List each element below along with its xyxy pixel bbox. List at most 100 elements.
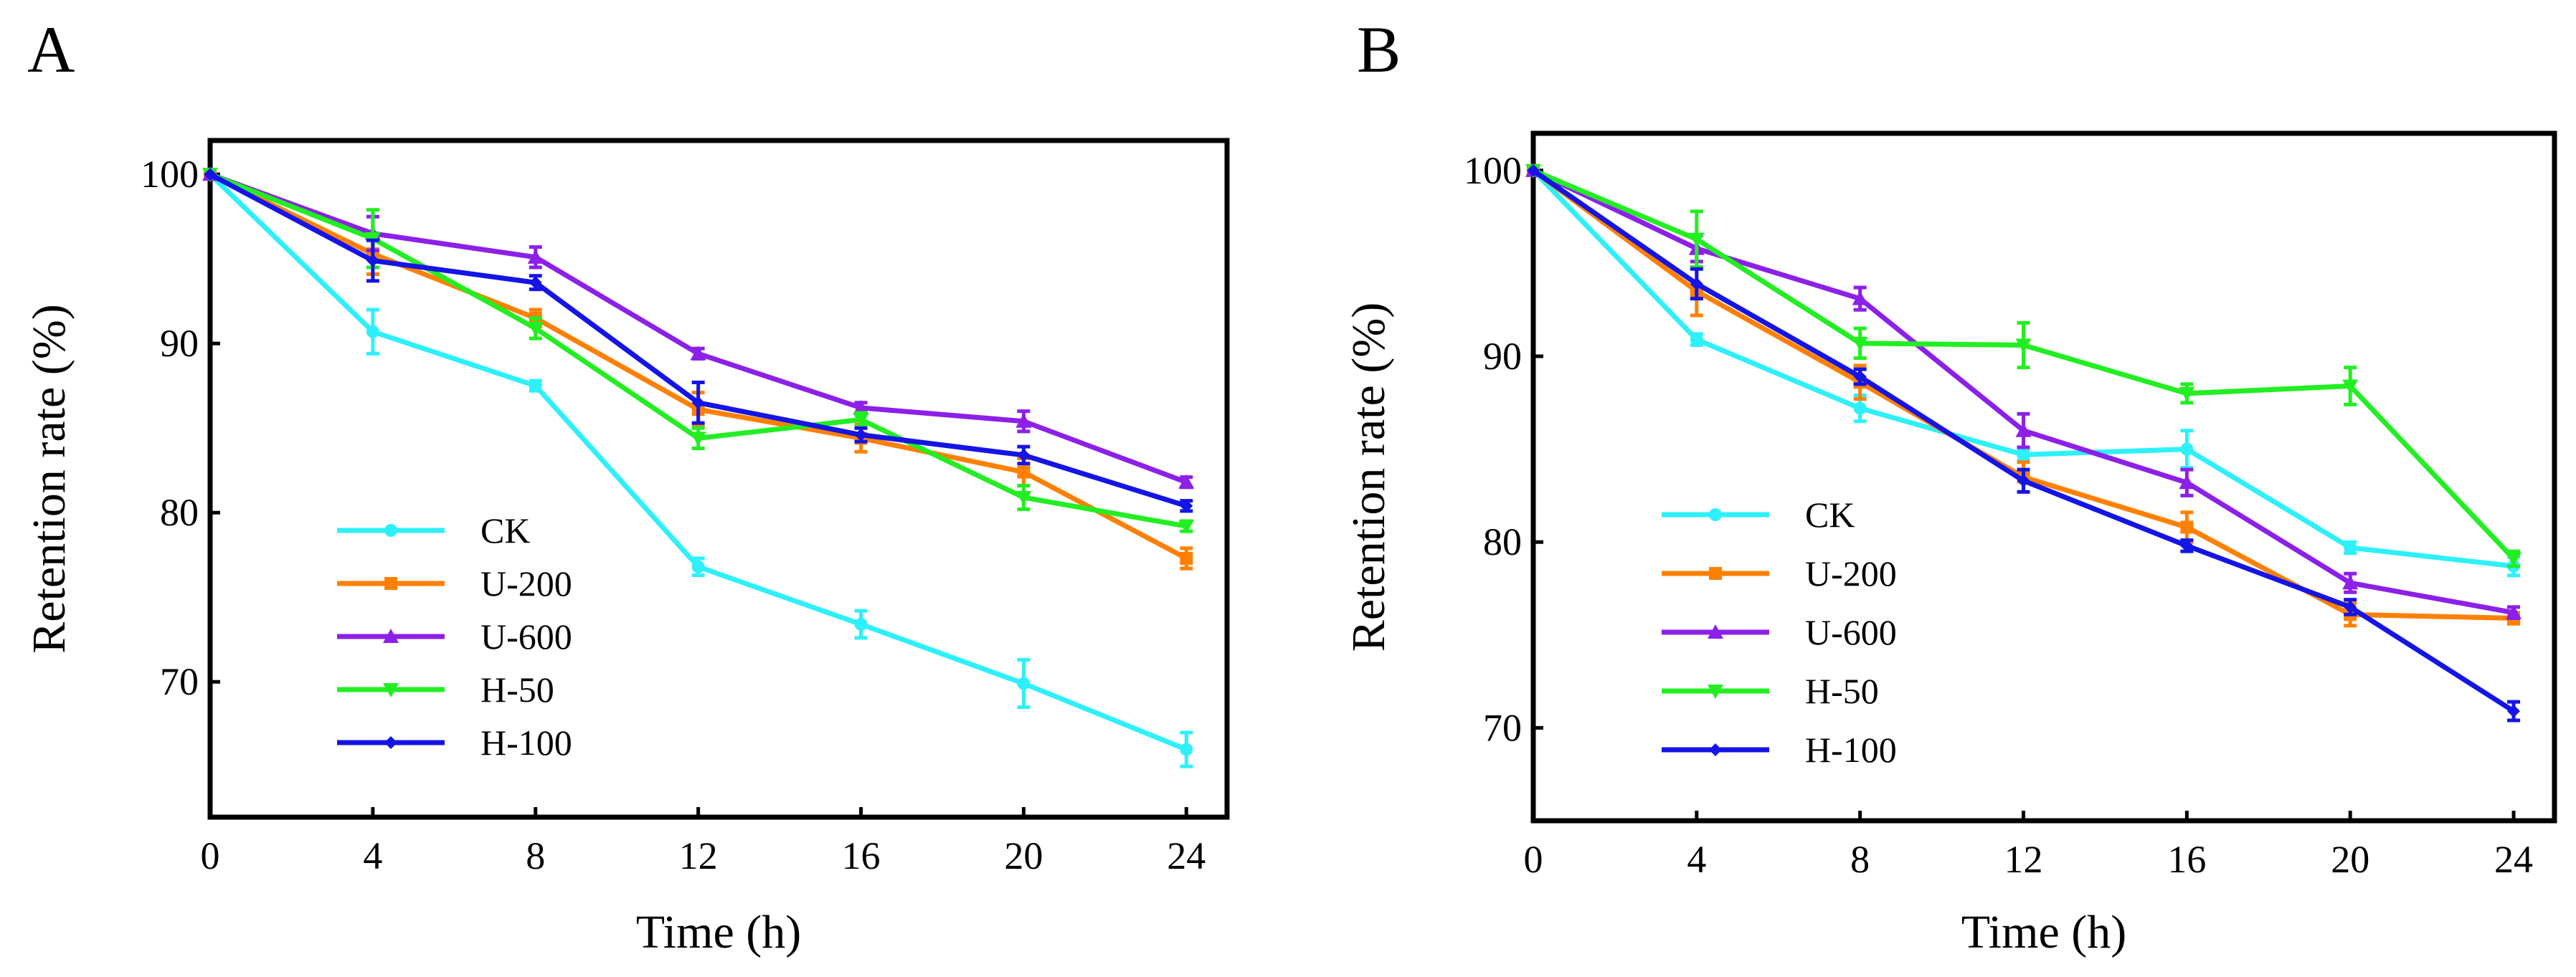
data-point: [366, 325, 379, 338]
data-point: [2180, 539, 2194, 553]
data-point: [690, 432, 706, 447]
x-tick-label: 0: [201, 834, 220, 877]
y-axis-title: Retention rate (%): [23, 304, 75, 653]
legend-marker: [384, 577, 397, 590]
data-point: [2015, 338, 2032, 353]
data-point: [691, 396, 705, 409]
data-point: [1180, 551, 1193, 565]
data-point: [2342, 379, 2359, 394]
series-h-100: [204, 168, 1193, 513]
data-point: [1852, 290, 1868, 305]
data-point: [1527, 163, 1540, 177]
data-point: [2344, 600, 2357, 614]
data-point: [691, 560, 705, 573]
data-point: [527, 249, 544, 264]
x-tick-label: 0: [1524, 838, 1543, 881]
legend-label: CK: [1805, 495, 1855, 535]
x-tick-label: 4: [363, 834, 382, 877]
data-point: [1690, 333, 1703, 346]
data-point: [1852, 336, 1868, 351]
data-point: [529, 276, 542, 290]
y-tick-label: 70: [1483, 706, 1522, 749]
panel-label: A: [27, 13, 75, 86]
data-point: [1853, 370, 1867, 383]
data-point: [854, 428, 868, 442]
legend-label: H-100: [1805, 730, 1897, 770]
legend-label: CK: [480, 510, 530, 551]
y-tick-label: 90: [160, 322, 199, 365]
x-tick-label: 8: [526, 834, 545, 877]
x-axis-title: Time (h): [1961, 906, 2126, 958]
y-tick-label: 70: [160, 660, 199, 703]
data-point: [1017, 448, 1031, 462]
data-point: [854, 617, 868, 631]
data-point: [853, 399, 869, 414]
legend-marker: [383, 683, 399, 697]
data-point: [204, 168, 217, 181]
data-point: [1180, 743, 1193, 756]
data-point: [2015, 422, 2032, 437]
data-point: [2342, 575, 2359, 590]
series-h-100: [1527, 163, 2521, 723]
data-point: [2180, 520, 2194, 534]
data-point: [1017, 677, 1031, 690]
data-point: [366, 254, 379, 267]
legend-item-h-100: H-100: [1662, 730, 1897, 770]
data-point: [1180, 499, 1193, 513]
data-point: [2017, 448, 2030, 462]
data-point: [2507, 705, 2521, 718]
legend-item-h-50: H-50: [1662, 671, 1879, 711]
x-tick-label: 16: [2167, 838, 2206, 881]
data-point: [1015, 413, 1032, 428]
legend-marker: [1709, 743, 1722, 756]
legend-item-h-100: H-100: [337, 723, 572, 763]
data-point: [2017, 474, 2030, 487]
data-point: [2506, 604, 2522, 619]
legend-marker: [384, 524, 397, 537]
data-point: [853, 413, 869, 428]
data-point: [2506, 552, 2522, 567]
legend-item-h-50: H-50: [337, 669, 554, 710]
data-point: [529, 379, 542, 393]
legend-item-u-600: U-600: [337, 616, 572, 657]
x-tick-label: 4: [1687, 838, 1706, 881]
x-tick-label: 8: [1850, 838, 1870, 881]
data-point: [527, 321, 544, 336]
series-line: [1532, 168, 2514, 616]
x-tick-label: 16: [842, 834, 881, 877]
panel-label: B: [1357, 13, 1401, 86]
y-tick-label: 80: [1483, 520, 1522, 563]
plot-frame: [1530, 130, 2557, 824]
plot-frame: [207, 138, 1230, 820]
x-tick-label: 20: [1004, 834, 1043, 877]
data-point: [2344, 540, 2357, 554]
data-point: [1690, 277, 1703, 290]
x-axis-title: Time (h): [636, 906, 801, 958]
data-point: [1178, 474, 1195, 489]
panel-a: A 0 4 8 12 16 20 24 70 80 90 100 Time (h) Retention r…: [23, 13, 1230, 958]
legend-marker: [1708, 685, 1723, 699]
data-point: [2179, 386, 2195, 401]
series-line: [209, 172, 1188, 509]
x-tick-label: 12: [2004, 838, 2043, 881]
series-h-50: [1525, 163, 2522, 568]
legend-label: H-100: [480, 723, 572, 763]
y-tick-label: 100: [141, 153, 199, 196]
x-tick-label: 12: [679, 834, 718, 877]
panel-b: B 0 4 8 12 16 20 24 70 80 90 100 Time (h) Retention r…: [1343, 13, 2557, 958]
legend-label: H-50: [1805, 671, 1879, 711]
legend-marker: [1709, 567, 1722, 580]
legend-label: H-50: [480, 669, 554, 710]
data-point: [1017, 465, 1031, 479]
series-ck: [204, 168, 1193, 768]
series-u-200: [1527, 163, 2521, 628]
data-point: [1688, 232, 1705, 247]
data-point: [2180, 442, 2194, 456]
x-tick-label: 24: [1167, 834, 1206, 877]
legend-item-ck: CK: [1662, 495, 1855, 535]
legend-item-u-200: U-200: [1662, 553, 1897, 594]
data-point: [1015, 490, 1032, 505]
data-point: [2179, 475, 2195, 490]
legend-marker: [384, 736, 397, 749]
